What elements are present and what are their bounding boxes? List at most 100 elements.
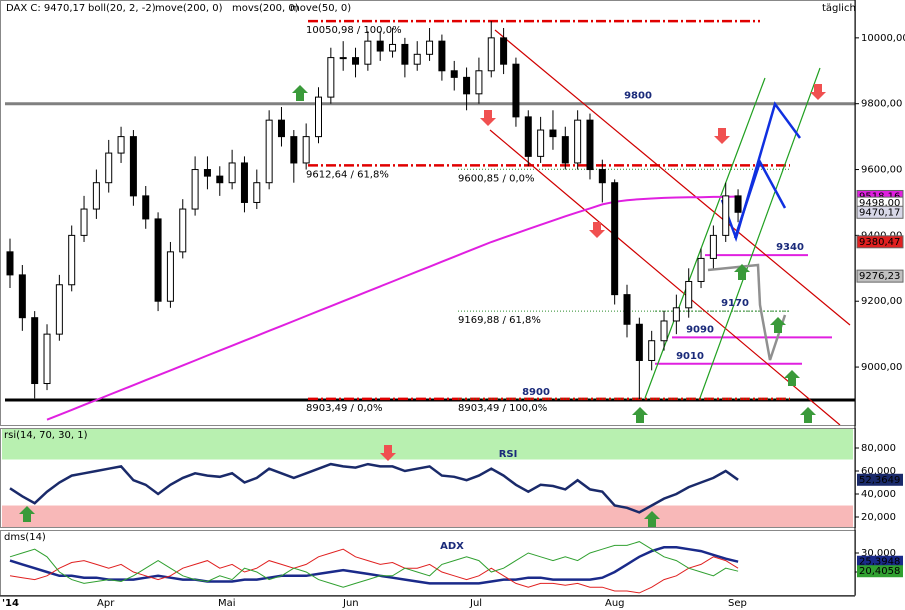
value-label: 9498,00 xyxy=(859,198,900,209)
candle-body xyxy=(302,136,310,164)
down-arrow xyxy=(589,222,605,238)
y-tick-label: 20,000 xyxy=(861,512,896,523)
value-label: 52,3649 xyxy=(859,475,900,486)
y-tick-label: 9600,00 xyxy=(861,165,902,176)
y-tick-label: 80,000 xyxy=(861,443,896,454)
candle-body xyxy=(55,284,63,335)
candle-body xyxy=(327,57,335,98)
value-label: 20,4058 xyxy=(859,566,900,577)
candle-body xyxy=(623,294,631,325)
candle-body xyxy=(389,43,397,52)
header-text: boll(20, 2, -2) xyxy=(88,3,156,14)
fib-label: 9612,64 / 61,8% xyxy=(306,169,389,180)
y-tick-label: 40,000 xyxy=(861,489,896,500)
candle-body xyxy=(709,234,717,259)
down-arrow xyxy=(480,110,496,126)
x-tick-label: Sep xyxy=(728,598,747,609)
header-text: move(200, 0) xyxy=(155,3,223,14)
candle-body xyxy=(6,251,14,276)
candle-body xyxy=(80,208,88,236)
candle-body xyxy=(438,40,446,72)
candle-body xyxy=(549,129,557,138)
y-tick-label: 9800,00 xyxy=(861,99,902,110)
x-tick-label: Jun xyxy=(342,598,359,609)
candle-body xyxy=(561,136,569,164)
level-label: 9340 xyxy=(776,242,804,253)
candle-body xyxy=(450,70,458,78)
header-text: DAX C: 9470,17 xyxy=(6,3,85,14)
trend-line xyxy=(494,29,851,326)
candle-body xyxy=(413,53,421,65)
candle-body xyxy=(203,169,211,177)
candle-body xyxy=(512,63,520,118)
candle-body xyxy=(117,136,125,154)
candle-body xyxy=(611,182,619,296)
candle-body xyxy=(722,195,730,236)
candle-body xyxy=(277,119,285,138)
value-label: 9470,17 xyxy=(859,207,900,218)
x-tick-label: Jul xyxy=(469,598,482,609)
value-box xyxy=(857,473,903,486)
moving-average xyxy=(46,195,739,421)
level-label: 9090 xyxy=(686,324,714,335)
up-arrow xyxy=(784,370,800,386)
candle-body xyxy=(574,119,582,164)
down-arrow xyxy=(380,445,396,461)
panel-label: RSI xyxy=(499,449,518,460)
candle-body xyxy=(376,40,384,52)
down-arrow xyxy=(810,84,826,100)
candle-body xyxy=(364,40,372,65)
candle-body xyxy=(142,195,150,220)
up-arrow xyxy=(644,511,660,527)
x-tick-label: Mai xyxy=(218,598,236,609)
up-arrow xyxy=(770,317,786,333)
trend-line xyxy=(489,129,841,426)
candle-body xyxy=(339,57,347,60)
level-label: 9010 xyxy=(676,351,704,362)
candle-body xyxy=(290,136,298,164)
trend-line xyxy=(644,77,766,399)
x-tick-label: Aug xyxy=(605,598,625,609)
candle-body xyxy=(228,162,236,184)
value-box xyxy=(857,565,903,578)
candle-body xyxy=(487,37,495,72)
candle-body xyxy=(586,119,594,171)
x-tick-label: Apr xyxy=(97,598,115,609)
candle-body xyxy=(685,280,693,309)
value-label: 25,3948 xyxy=(859,557,900,568)
candle-body xyxy=(191,169,199,210)
header-text: movs(200, 0) xyxy=(232,3,299,14)
candle-body xyxy=(672,307,680,322)
series-line xyxy=(9,548,739,594)
candle-body xyxy=(216,175,224,184)
candle-body xyxy=(265,119,273,184)
up-arrow xyxy=(734,264,750,280)
value-box xyxy=(857,555,903,568)
header-text: move(50, 0) xyxy=(290,3,351,14)
fib-label: 9600,85 / 0,0% xyxy=(458,173,534,184)
series-line xyxy=(9,541,739,588)
x-tick-label: '14 xyxy=(2,598,19,609)
candle-body xyxy=(43,333,51,385)
candle-body xyxy=(401,43,409,65)
fib-label: 8903,49 / 0,0% xyxy=(306,403,382,414)
value-label: 9276,23 xyxy=(859,271,900,282)
y-tick-label: 10000,00 xyxy=(861,33,905,44)
panel-header: rsi(14, 70, 30, 1) xyxy=(4,430,88,441)
up-arrow xyxy=(800,407,816,423)
y-tick-label: 60,000 xyxy=(861,466,896,477)
candle-body xyxy=(475,70,483,95)
candle-body xyxy=(352,57,360,65)
candle-body xyxy=(734,195,742,213)
band xyxy=(2,505,853,527)
candle-body xyxy=(463,76,471,95)
layer xyxy=(2,19,855,527)
candle-body xyxy=(68,234,76,286)
candle-body xyxy=(18,274,26,319)
candle-body xyxy=(240,162,248,203)
level-label: 9170 xyxy=(721,298,749,309)
candle-body xyxy=(154,218,162,302)
y-tick-label: 30,000 xyxy=(861,548,896,559)
candle-body xyxy=(648,340,656,361)
